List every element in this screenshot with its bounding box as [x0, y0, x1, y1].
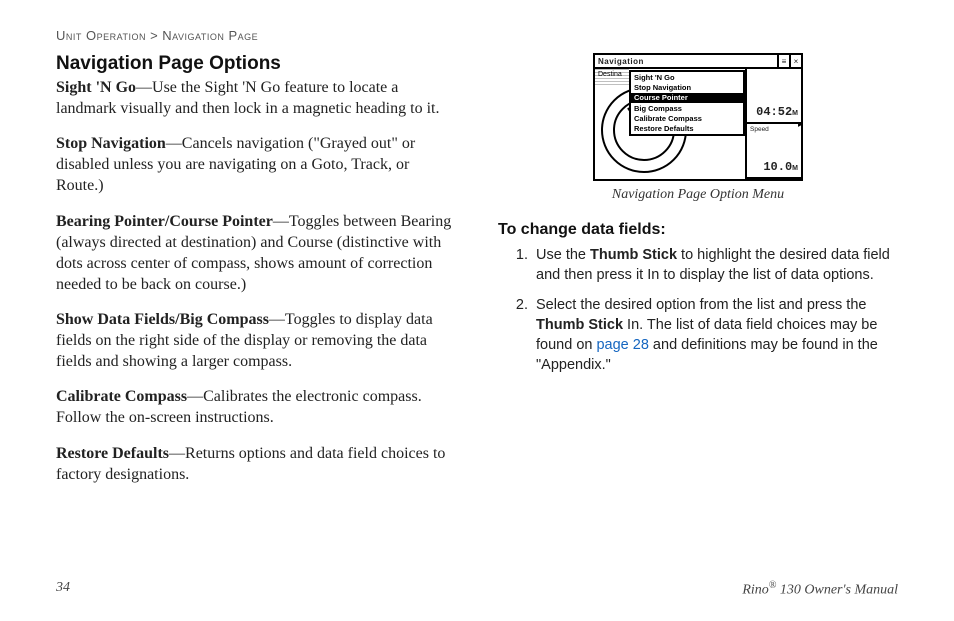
left-column: Navigation Page Options Sight 'N Go—Use … — [56, 53, 456, 499]
right-column: Navigation ≡ × Destina Sight 'N Go Stop … — [498, 53, 898, 499]
scroll-arrow-icon: ▸ — [798, 119, 803, 130]
data-field-unit: M — [792, 165, 798, 172]
figure-navigation-menu: Navigation ≡ × Destina Sight 'N Go Stop … — [498, 53, 898, 203]
step-bold: Thumb Stick — [536, 317, 623, 333]
change-fields-heading: To change data fields: — [498, 221, 898, 239]
manual-title: Rino® 130 Owner's Manual — [742, 580, 898, 599]
device-option-menu: Sight 'N Go Stop Navigation Course Point… — [629, 70, 745, 136]
data-field-unit: M — [792, 110, 798, 117]
device-titlebar: Navigation ≡ × — [595, 55, 801, 69]
breadcrumb-sep: > — [146, 28, 162, 43]
menu-item-sight-n-go: Sight 'N Go — [631, 72, 743, 82]
option-term: Sight 'N Go — [56, 79, 136, 96]
breadcrumb-page: Navigation Page — [162, 28, 258, 43]
data-field-value: 04:52 — [756, 105, 792, 119]
page-number: 34 — [56, 580, 70, 599]
option-term: Calibrate Compass — [56, 388, 187, 405]
device-screen: Navigation ≡ × Destina Sight 'N Go Stop … — [593, 53, 803, 181]
option-sight-n-go: Sight 'N Go—Use the Sight 'N Go feature … — [56, 77, 456, 119]
menu-item-big-compass: Big Compass — [631, 103, 743, 113]
option-calibrate-compass: Calibrate Compass—Calibrates the electro… — [56, 386, 456, 428]
option-bearing-course-pointer: Bearing Pointer/Course Pointer—Toggles b… — [56, 211, 456, 295]
device-title: Navigation — [595, 57, 777, 66]
page-footer: 34 Rino® 130 Owner's Manual — [56, 580, 898, 599]
device-data-fields: 04:52M Speed 10.0M ▸ — [747, 69, 801, 179]
option-show-data-fields: Show Data Fields/Big Compass—Toggles to … — [56, 309, 456, 372]
step-text: Select the desired option from the list … — [536, 297, 866, 313]
data-field-time: 04:52M — [747, 69, 801, 124]
option-term: Show Data Fields/Big Compass — [56, 311, 269, 328]
data-field-label: Speed — [750, 126, 769, 133]
breadcrumb: Unit Operation > Navigation Page — [56, 28, 898, 43]
data-field-value: 10.0 — [763, 160, 792, 174]
option-term: Stop Navigation — [56, 135, 166, 152]
menu-item-stop-navigation: Stop Navigation — [631, 82, 743, 92]
option-restore-defaults: Restore Defaults—Returns options and dat… — [56, 443, 456, 485]
menu-item-calibrate-compass: Calibrate Compass — [631, 114, 743, 124]
device-compass-pane: Destina Sight 'N Go Stop Navigation Cour… — [595, 69, 747, 179]
step-2: Select the desired option from the list … — [532, 295, 898, 375]
step-1: Use the Thumb Stick to highlight the des… — [532, 245, 898, 285]
data-field-speed: Speed 10.0M — [747, 124, 801, 179]
close-icon: × — [789, 55, 801, 67]
menu-item-restore-defaults: Restore Defaults — [631, 124, 743, 134]
change-fields-steps: Use the Thumb Stick to highlight the des… — [498, 245, 898, 375]
breadcrumb-section: Unit Operation — [56, 28, 146, 43]
menu-icon: ≡ — [777, 55, 789, 67]
option-term: Restore Defaults — [56, 445, 169, 462]
option-term: Bearing Pointer/Course Pointer — [56, 213, 273, 230]
menu-item-course-pointer: Course Pointer — [631, 93, 743, 103]
page-link[interactable]: page 28 — [596, 337, 648, 353]
figure-caption: Navigation Page Option Menu — [612, 187, 784, 203]
option-stop-navigation: Stop Navigation—Cancels navigation ("Gra… — [56, 133, 456, 196]
page-heading: Navigation Page Options — [56, 53, 456, 75]
step-text: Use the — [536, 247, 590, 263]
step-bold: Thumb Stick — [590, 247, 677, 263]
destination-label: Destina — [598, 71, 622, 78]
